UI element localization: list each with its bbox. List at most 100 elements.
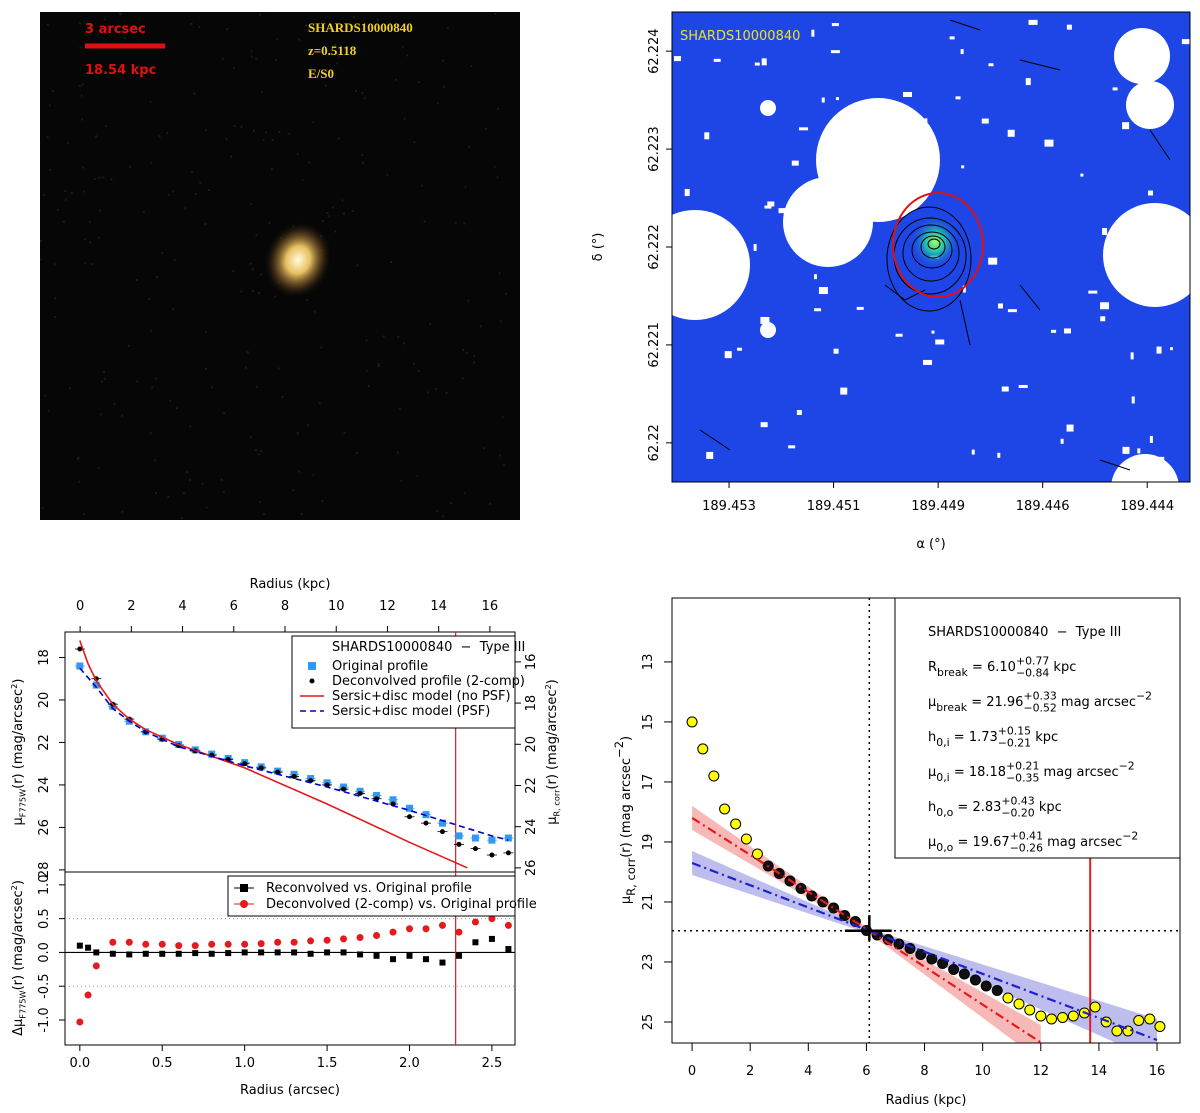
noise <box>328 215 331 218</box>
noise <box>167 495 170 498</box>
point <box>192 950 199 957</box>
contour <box>1149 129 1171 161</box>
y-tick-label: 26 <box>37 819 52 836</box>
mask-speck <box>760 422 768 428</box>
x2-tick-label: 8 <box>281 599 289 614</box>
noise <box>352 15 355 18</box>
point <box>291 773 297 779</box>
mask-speck <box>1025 78 1031 86</box>
legend-label: Sersic+disc model (PSF) <box>332 704 490 719</box>
point <box>341 786 347 792</box>
mask-speck <box>998 303 1004 309</box>
mask-speck <box>1088 290 1098 294</box>
x2-axis-label: Radius (kpc) <box>250 577 331 592</box>
legend-title: SHARDS10000840 − Type III <box>332 640 525 655</box>
noise <box>326 212 329 215</box>
scale-label: 18.54 kpc <box>85 63 156 78</box>
mask-speck <box>988 63 994 67</box>
noise <box>53 263 56 266</box>
x-axis-label: Radius (arcsec) <box>240 1083 340 1098</box>
noise <box>271 138 274 141</box>
x-tick-label: 8 <box>920 1064 928 1079</box>
text-part: 0,i <box>936 736 949 749</box>
noise <box>363 97 366 100</box>
noise <box>390 261 393 264</box>
noise <box>263 513 266 516</box>
noise <box>64 198 67 201</box>
y-tick-label: 20 <box>37 692 52 709</box>
noise <box>501 416 504 419</box>
noise <box>149 100 152 103</box>
mask-speck <box>814 308 822 312</box>
noise <box>298 470 301 473</box>
noise <box>103 370 106 373</box>
noise <box>79 84 82 87</box>
noise <box>441 59 444 62</box>
y2-tick-label: 18 <box>524 695 539 712</box>
mask-speck <box>761 58 767 66</box>
noise <box>54 297 57 300</box>
text-part: 2 <box>9 885 19 890</box>
noise <box>467 299 470 302</box>
noise <box>258 291 261 294</box>
x-tick-label: 4 <box>804 1064 812 1079</box>
noise <box>298 38 301 41</box>
text-part: = 6.10 <box>968 660 1016 675</box>
noise <box>427 391 430 394</box>
point <box>85 944 92 951</box>
noise <box>255 234 258 237</box>
mask-speck <box>981 118 989 124</box>
noise <box>193 92 196 95</box>
point <box>307 950 314 957</box>
legend-label: Original profile <box>332 659 428 674</box>
mask-speck <box>821 97 825 103</box>
point <box>241 949 248 956</box>
noise <box>406 54 409 57</box>
point <box>422 925 430 933</box>
noise <box>158 135 161 138</box>
mask <box>1126 81 1174 129</box>
mask-speck <box>788 445 796 449</box>
point <box>504 834 512 842</box>
noise <box>334 43 337 46</box>
y-axis-label: ΔμF775W(r) (mag/arcsec2) <box>9 880 28 1036</box>
y2-tick-label: 22 <box>524 777 539 794</box>
text-part: F775W <box>18 990 28 1018</box>
mask-speck <box>1130 352 1134 360</box>
x2-tick-label: 16 <box>482 599 499 614</box>
noise <box>40 258 43 261</box>
noise <box>48 104 51 107</box>
x-tick-label: 0.0 <box>69 1056 90 1071</box>
noise <box>169 399 172 402</box>
y-tick-label: -1.0 <box>37 1007 52 1032</box>
noise <box>102 176 105 179</box>
noise <box>386 173 389 176</box>
noise <box>204 331 207 334</box>
text-part: break <box>936 701 967 714</box>
noise <box>78 480 81 483</box>
text-part: mag arcsec <box>1057 695 1136 710</box>
noise <box>420 184 423 187</box>
noise <box>47 409 50 412</box>
mask-speck <box>1028 19 1038 25</box>
point <box>76 942 83 949</box>
noise <box>104 378 107 381</box>
noise <box>398 407 401 410</box>
y-tick-label: 62.223 <box>647 126 662 172</box>
noise <box>232 67 235 70</box>
mask-speck <box>1149 435 1153 443</box>
y2-axis-label: μR, corr(r) (mag/arcsec2) <box>543 679 562 825</box>
text-part: (r) (mag/arcsec <box>11 689 26 789</box>
legend-swatch <box>308 662 316 670</box>
noise <box>308 161 311 164</box>
point <box>389 796 397 804</box>
x-tick-label: 189.444 <box>1120 499 1174 514</box>
noise <box>199 181 202 184</box>
legend-swatch <box>240 884 248 892</box>
noise <box>148 298 151 301</box>
point <box>307 937 315 945</box>
point <box>948 963 960 975</box>
point <box>969 974 981 986</box>
point <box>730 818 742 830</box>
galaxy <box>911 216 959 268</box>
